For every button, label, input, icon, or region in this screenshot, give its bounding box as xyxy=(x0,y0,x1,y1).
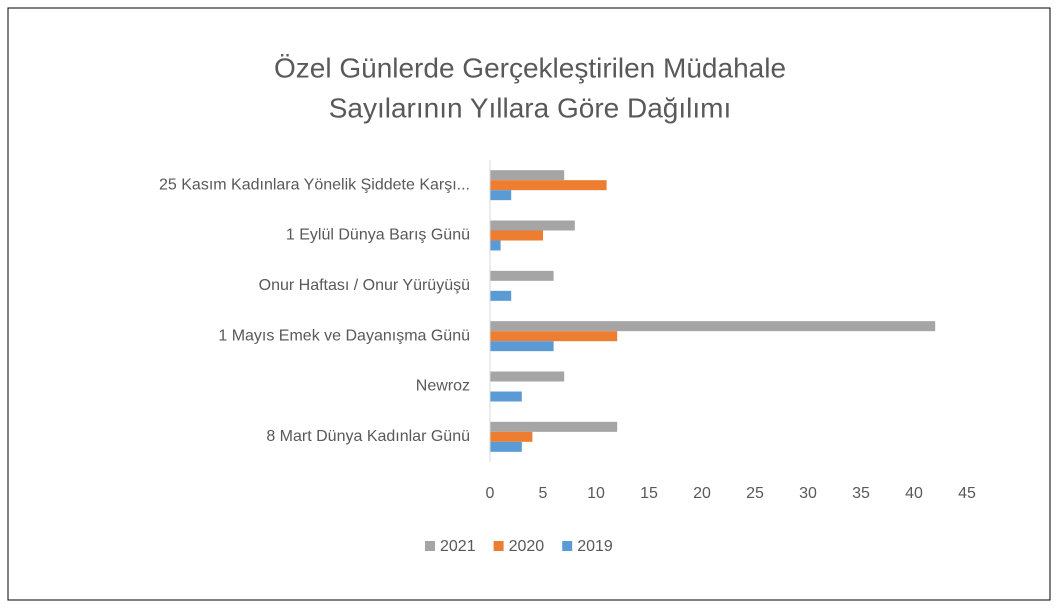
x-tick-label: 0 xyxy=(486,485,495,502)
x-tick-label: 20 xyxy=(693,485,711,502)
bar xyxy=(490,391,522,402)
legend-label: 2020 xyxy=(509,538,545,555)
bar xyxy=(490,441,522,452)
bar xyxy=(490,230,543,241)
bar xyxy=(490,180,607,191)
legend-label: 2021 xyxy=(440,538,476,555)
bar xyxy=(490,331,618,342)
bar xyxy=(490,341,554,352)
bar xyxy=(490,421,618,432)
x-tick-label: 35 xyxy=(852,485,870,502)
bar xyxy=(490,240,501,251)
legend-label: 2019 xyxy=(577,538,613,555)
y-tick-label: 25 Kasım Kadınlara Yönelik Şiddete Karşı… xyxy=(159,176,470,193)
bar xyxy=(490,431,533,442)
bar xyxy=(490,170,565,181)
x-tick-label: 15 xyxy=(640,485,658,502)
bar xyxy=(490,270,554,281)
legend-swatch xyxy=(493,541,504,551)
bar xyxy=(490,190,512,201)
bar xyxy=(490,220,575,231)
bar xyxy=(490,371,565,382)
x-tick-label: 45 xyxy=(958,485,976,502)
x-tick-label: 30 xyxy=(799,485,817,502)
x-tick-label: 40 xyxy=(905,485,923,502)
chart-frame xyxy=(7,7,1051,601)
y-tick-label: 1 Mayıs Emek ve Dayanışma Günü xyxy=(218,327,470,344)
legend-swatch xyxy=(425,541,435,551)
x-tick-label: 25 xyxy=(746,485,764,502)
x-tick-label: 5 xyxy=(539,485,548,502)
y-tick-label: 1 Eylül Dünya Barış Günü xyxy=(286,227,470,244)
chart-title: Özel Günlerde Gerçekleştirilen Müdahale xyxy=(274,52,786,83)
y-tick-label: Onur Haftası / Onur Yürüyüşü xyxy=(259,277,470,294)
y-tick-label: 8 Mart Dünya Kadınlar Günü xyxy=(266,428,470,445)
bar xyxy=(490,321,936,332)
chart-title: Sayılarının Yıllara Göre Dağılımı xyxy=(329,92,732,123)
x-tick-label: 10 xyxy=(587,485,605,502)
y-tick-label: Newroz xyxy=(416,378,470,395)
legend-swatch xyxy=(562,541,573,551)
bar xyxy=(490,290,512,301)
